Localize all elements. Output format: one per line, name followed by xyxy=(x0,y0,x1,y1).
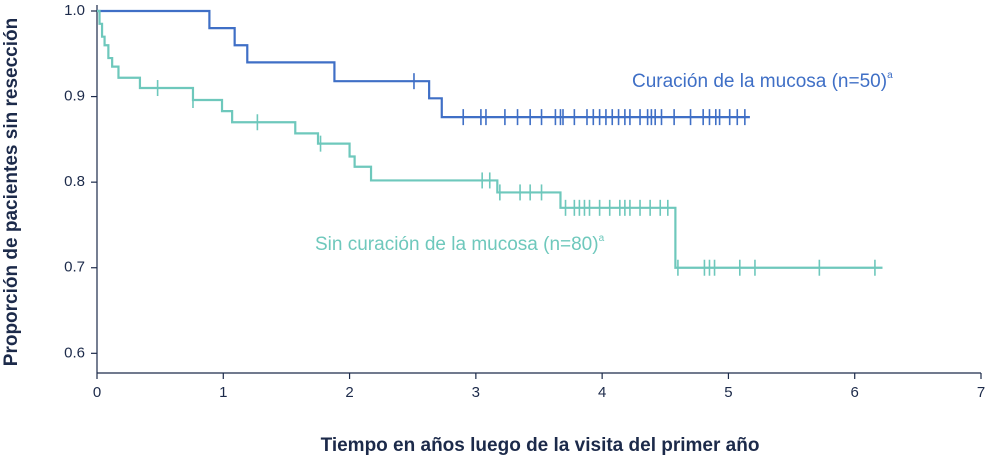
x-tick-label: 6 xyxy=(851,384,859,401)
series-label: Sin curación de la mucosa (n=80)a xyxy=(315,233,605,255)
x-axis-title: Tiempo en años luego de la visita del pr… xyxy=(321,435,760,456)
x-tick-label: 5 xyxy=(724,384,732,401)
x-tick-label: 7 xyxy=(977,384,985,401)
x-tick-label: 2 xyxy=(345,384,353,401)
y-tick-label: 0.9 xyxy=(64,88,85,105)
series-superscript: a xyxy=(599,233,605,244)
series-name: Sin curación de la mucosa (n=80) xyxy=(315,234,599,255)
survival-curve xyxy=(97,9,883,269)
x-tick-label: 1 xyxy=(219,384,227,401)
y-tick-label: 1.0 xyxy=(64,2,85,19)
x-tick-label: 3 xyxy=(472,384,480,401)
series-superscript: a xyxy=(887,70,893,81)
series-name: Curación de la mucosa (n=50) xyxy=(632,71,887,92)
y-tick-label: 0.6 xyxy=(64,344,85,361)
y-tick-label: 0.7 xyxy=(64,259,85,276)
y-axis-title: Proporción de pacientes sin resección xyxy=(1,18,22,366)
x-tick-label: 0 xyxy=(93,384,101,401)
x-tick-label: 4 xyxy=(598,384,606,401)
y-tick-label: 0.8 xyxy=(64,173,85,190)
survival-curve xyxy=(97,9,750,119)
series-label: Curación de la mucosa (n=50)a xyxy=(632,70,893,92)
